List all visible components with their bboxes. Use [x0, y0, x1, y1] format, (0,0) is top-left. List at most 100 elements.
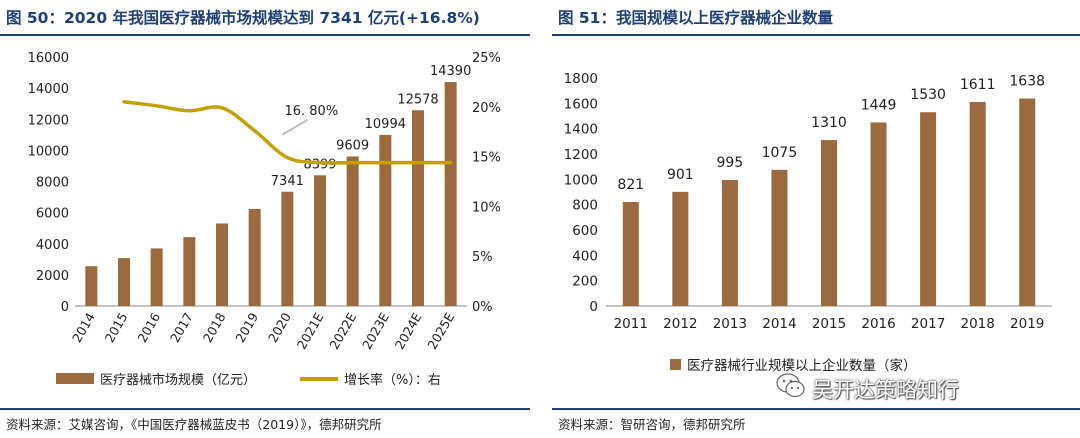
bar — [248, 208, 261, 306]
y-left-tick-label: 10000 — [28, 144, 69, 159]
y-tick-label: 600 — [572, 223, 598, 239]
left-figure-title: 图 50：2020 年我国医疗器械市场规模达到 7341 亿元(+16.8%) — [6, 9, 480, 27]
right-top-rule — [552, 34, 1080, 36]
bar — [870, 122, 887, 307]
bar — [346, 156, 359, 306]
bar-value-label: 901 — [667, 167, 694, 183]
x-tick-label: 2016 — [861, 316, 895, 332]
y-right-tick-label: 5% — [472, 250, 493, 265]
y-tick-label: 1600 — [564, 96, 598, 112]
bar — [85, 266, 98, 306]
bar — [920, 112, 937, 306]
x-tick-label: 2024E — [392, 310, 425, 352]
y-right-tick-label: 25% — [472, 51, 501, 66]
y-right-tick-label: 15% — [472, 151, 501, 166]
bar — [314, 175, 326, 306]
x-tick-label: 2021E — [294, 310, 327, 352]
bar-value-label: 9609 — [336, 138, 369, 153]
bar-value-label: 1611 — [960, 77, 996, 93]
legend-bar-label: 医疗器械行业规模以上企业数量（家） — [687, 357, 917, 374]
y-left-tick-label: 2000 — [36, 269, 69, 284]
y-right-tick-label: 10% — [472, 200, 501, 215]
x-tick-label: 2013 — [713, 316, 747, 332]
bar-value-label: 10994 — [365, 117, 406, 132]
left-bottom-rule — [0, 408, 530, 410]
bar — [1019, 98, 1036, 307]
growth-rate-line — [122, 100, 453, 165]
y-left-tick-label: 4000 — [36, 238, 69, 253]
legend-bar-swatch — [56, 373, 94, 384]
left-top-rule — [0, 34, 530, 36]
x-tick-label: 2022E — [326, 310, 359, 352]
legend-bar-label: 医疗器械市场规模（亿元） — [100, 372, 256, 388]
bar — [150, 248, 163, 306]
x-tick-label: 2014 — [762, 316, 796, 332]
bar-value-label: 821 — [617, 177, 644, 193]
x-tick-label: 2017 — [911, 316, 945, 332]
bar — [281, 191, 294, 306]
right-bottom-rule — [552, 408, 1080, 410]
x-tick-label: 2015 — [102, 310, 131, 345]
bar — [216, 223, 228, 306]
bar-value-label: 1310 — [811, 115, 847, 131]
x-tick-label: 2011 — [614, 316, 648, 332]
y-tick-label: 1400 — [564, 122, 598, 138]
y-tick-label: 1000 — [564, 172, 598, 188]
x-tick-label: 2016 — [134, 310, 163, 345]
y-right-tick-label: 0% — [472, 300, 493, 315]
watermark-text: 吴开达策略知行 — [812, 378, 959, 402]
y-left-tick-label: 8000 — [36, 176, 69, 191]
x-tick-label: 2020 — [265, 310, 294, 345]
x-tick-label: 2018 — [960, 316, 994, 332]
x-tick-label: 2019 — [232, 310, 261, 345]
bar — [379, 134, 392, 306]
bar-value-label: 12578 — [397, 92, 438, 107]
bar — [821, 140, 837, 306]
left-chart: 0 2000 4000 6000 8000 10000 12000 14000 16000 0% 5… — [28, 51, 501, 388]
y-left-tick-label: 14000 — [28, 82, 69, 97]
x-tick-label: 2025E — [424, 310, 457, 352]
bar-value-label: 14390 — [430, 64, 471, 79]
x-tick-label: 2014 — [69, 310, 98, 345]
growth-annotation-label: 16. 80% — [284, 104, 338, 119]
bar — [444, 82, 457, 306]
bar — [771, 169, 788, 306]
y-left-tick-label: 12000 — [28, 113, 69, 128]
bar — [118, 258, 130, 306]
legend-line-label: 增长率（%）：右 — [344, 372, 441, 388]
bar-value-label: 7341 — [271, 174, 304, 189]
left-source-note: 资料来源：艾媒咨询，《中国医疗器械蓝皮书（2019）》，德邦研究所 — [6, 417, 382, 432]
bar-value-label: 1449 — [861, 97, 897, 113]
y-tick-label: 200 — [572, 274, 598, 290]
y-right-tick-label: 20% — [472, 101, 501, 116]
y-left-tick-label: 0 — [61, 300, 69, 315]
bar-value-label: 1075 — [762, 145, 798, 161]
bar — [622, 202, 639, 306]
x-tick-label: 2023E — [359, 310, 392, 352]
y-tick-label: 800 — [572, 198, 598, 214]
x-tick-label: 2018 — [200, 310, 229, 345]
bar — [672, 191, 689, 306]
bar-value-label: 8399 — [303, 157, 336, 172]
right-source-note: 资料来源：智研咨询，德邦研究所 — [558, 417, 746, 432]
bar-value-label: 1530 — [910, 87, 946, 103]
left-figure-panel: 图 50：2020 年我国医疗器械市场规模达到 7341 亿元(+16.8%) … — [0, 0, 530, 438]
right-chart: 0 200 400 600 800 1000 1200 1400 1600 1800 821 901 9… — [564, 71, 1052, 374]
y-left-tick-label: 16000 — [28, 51, 69, 66]
x-tick-label: 2015 — [812, 316, 846, 332]
y-tick-label: 0 — [589, 299, 598, 315]
x-tick-label: 2012 — [663, 316, 697, 332]
annotation-leader-line — [281, 119, 308, 136]
x-tick-label: 2019 — [1010, 316, 1044, 332]
y-tick-label: 400 — [572, 248, 598, 264]
right-figure-title: 图 51：我国规模以上医疗器械企业数量 — [558, 9, 833, 27]
bar-value-label: 995 — [717, 155, 744, 171]
bar-value-label: 1638 — [1009, 74, 1045, 90]
legend-bar-swatch — [670, 359, 681, 370]
x-tick-label: 2017 — [167, 310, 196, 345]
bar — [412, 110, 424, 306]
y-left-tick-label: 6000 — [36, 207, 69, 222]
bar — [183, 237, 196, 306]
bar — [721, 179, 738, 306]
y-tick-label: 1200 — [564, 147, 598, 163]
